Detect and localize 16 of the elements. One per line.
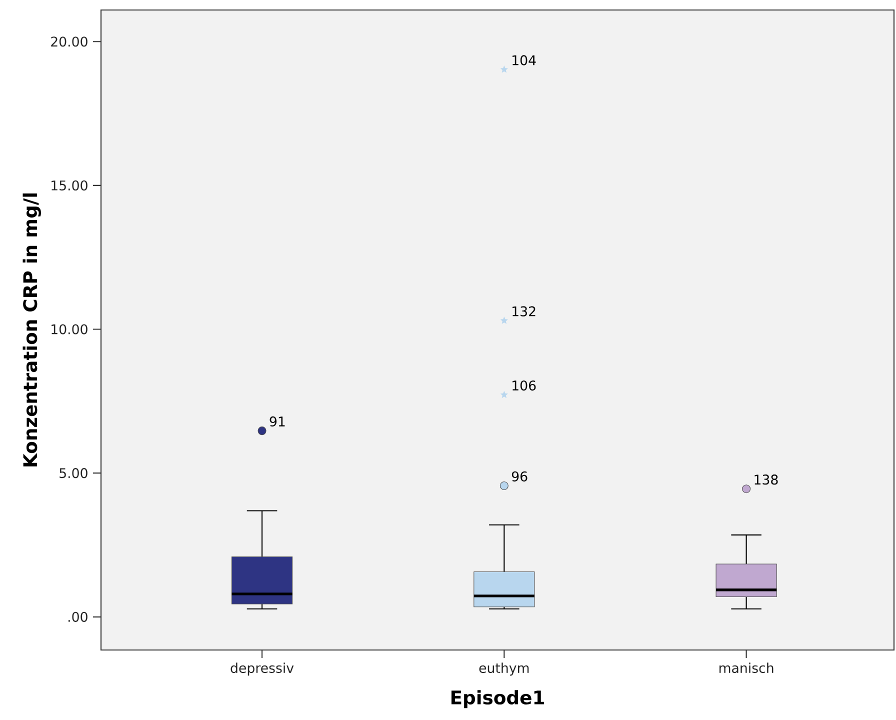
x-axis-title: Episode1 <box>451 690 544 708</box>
y-tick-label: 5.00 <box>60 468 88 478</box>
x-tick-label: depressiv <box>230 662 294 676</box>
annotation: 91 <box>270 416 285 427</box>
y-tick-label: .00 <box>68 612 88 622</box>
y-tick-label: 15.00 <box>52 180 88 190</box>
y-tick-label: 10.00 <box>52 324 88 334</box>
annotation: 138 <box>754 474 778 485</box>
x-tick-label: manisch <box>719 662 774 674</box>
y-tick-label: 20.00 <box>51 36 88 47</box>
x-tick-label: euthym <box>479 662 529 676</box>
y-axis-title: Konzentration CRP in mg/l <box>22 193 41 466</box>
annotation: 96 <box>512 471 528 482</box>
annotation: 106 <box>512 380 536 391</box>
annotation: 132 <box>512 306 536 316</box>
annotation: 104 <box>512 55 536 66</box>
